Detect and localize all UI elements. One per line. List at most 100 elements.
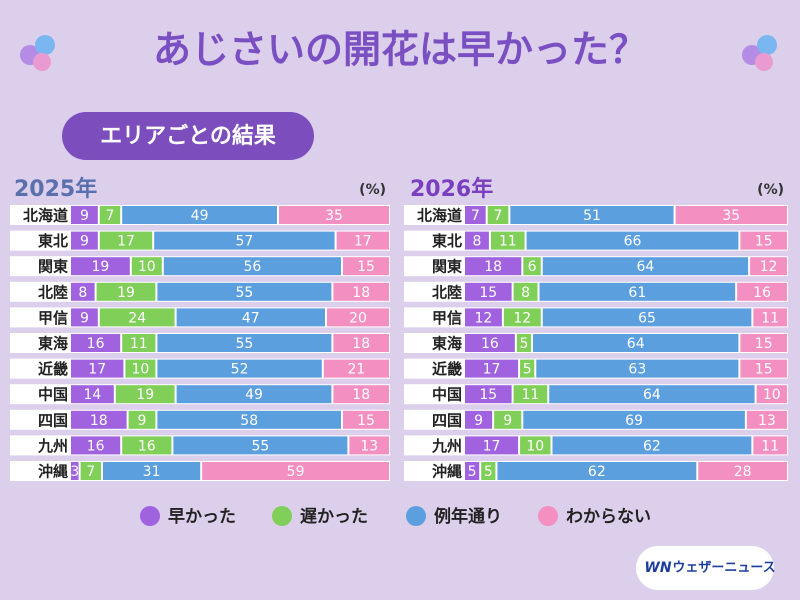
bar-segment: [71, 257, 130, 276]
value-label: 64: [637, 259, 655, 275]
bar-segment: 遅かった: [520, 359, 535, 378]
value-label: 11: [499, 234, 517, 250]
value-label: 14: [83, 387, 101, 403]
value-label: 31: [143, 464, 161, 480]
bar-segment: [122, 436, 172, 455]
value-label: 8: [78, 285, 87, 301]
value-label: 62: [643, 438, 661, 454]
value-label: 9: [80, 234, 89, 250]
bar-segment: [333, 282, 389, 301]
value-label: 19: [117, 285, 135, 301]
value-label: 7: [494, 208, 503, 224]
bar-segment: [327, 308, 389, 327]
value-label: 11: [761, 310, 779, 326]
value-label: 10: [138, 259, 156, 275]
bar-segment: わからない: [740, 231, 787, 250]
value-label: 58: [240, 413, 258, 429]
bar-segment: 遅かった: [513, 385, 548, 404]
value-label: 9: [474, 413, 483, 429]
page-title: あじさいの開花は早かった？: [153, 28, 647, 72]
value-label: 51: [583, 208, 601, 224]
value-label: 17: [483, 362, 501, 378]
bar-segment: [71, 231, 98, 250]
legend-swatch: [140, 506, 160, 526]
bar-segment: [115, 385, 175, 404]
bar-segment: [333, 334, 389, 352]
legend-label: 早かった: [168, 507, 236, 527]
bar-segment: [157, 282, 332, 301]
value-label: 5: [519, 336, 528, 352]
value-label: 18: [352, 387, 370, 403]
bar-segment: [122, 334, 156, 352]
logo-badge: [636, 546, 774, 590]
bar-segment: [80, 462, 101, 480]
bar-segment: わからない: [698, 462, 787, 480]
logo-mark: WN: [644, 560, 671, 576]
bar-segment: 例年通り: [536, 359, 739, 378]
bar-segment: [343, 257, 389, 276]
value-label: 15: [755, 234, 773, 250]
category-label: 四国: [38, 411, 68, 429]
value-label: 16: [87, 336, 105, 352]
bar-segment: 早かった: [465, 385, 512, 404]
bar-segment: [333, 385, 389, 404]
bar-segment: わからない: [675, 206, 787, 224]
value-label: 18: [352, 336, 370, 352]
value-label: 28: [734, 464, 752, 480]
bar-segment: わからない: [756, 385, 787, 404]
value-label: 17: [354, 234, 372, 250]
value-label: 47: [242, 310, 260, 326]
bar-segment: [154, 231, 335, 250]
value-label: 10: [131, 362, 149, 378]
value-label: 35: [722, 208, 740, 224]
value-label: 63: [628, 362, 646, 378]
bar-segment: [103, 462, 201, 480]
bar-segment: [71, 410, 127, 429]
bar-segment: [157, 359, 322, 378]
value-label: 9: [80, 310, 89, 326]
category-label: 北陸: [432, 283, 462, 301]
value-label: 19: [91, 259, 109, 275]
bar-segment: [71, 334, 121, 352]
category-label: 甲信: [38, 309, 68, 327]
chart-year: 2025年: [14, 176, 97, 202]
value-label: 16: [87, 438, 105, 454]
bar-segment: わからない: [746, 410, 787, 429]
bar-segment: 例年通り: [510, 206, 674, 224]
bar-segment: [99, 206, 121, 224]
category-label: 中国: [38, 386, 68, 404]
bar-segment: 早かった: [465, 257, 522, 276]
value-label: 35: [325, 208, 343, 224]
bar-segment: 遅かった: [481, 462, 496, 480]
value-label: 64: [627, 336, 645, 352]
category-label: 九州: [431, 437, 462, 455]
value-label: 12: [513, 310, 531, 326]
value-label: 3: [70, 464, 79, 480]
value-label: 18: [352, 285, 370, 301]
legend-swatch: [406, 506, 426, 526]
value-label: 52: [231, 362, 249, 378]
value-label: 15: [357, 413, 375, 429]
bar-segment: [125, 359, 156, 378]
value-label: 15: [755, 336, 773, 352]
value-label: 19: [136, 387, 154, 403]
bar-segment: [279, 206, 389, 224]
unit-label: (%): [757, 182, 784, 198]
bar-segment: 早かった: [465, 462, 480, 480]
value-label: 57: [235, 234, 253, 250]
value-label: 17: [88, 362, 106, 378]
bar-segment: 遅かった: [503, 308, 541, 327]
category-label: 北海道: [23, 207, 68, 225]
bar-segment: 例年通り: [549, 385, 755, 404]
value-label: 5: [468, 464, 477, 480]
value-label: 21: [347, 362, 365, 378]
bar-segment: [71, 436, 121, 455]
legend-label: 例年通り: [434, 506, 502, 527]
category-label: 東海: [38, 335, 68, 353]
value-label: 55: [251, 438, 269, 454]
category-label: 近畿: [38, 360, 68, 378]
value-label: 64: [643, 387, 661, 403]
value-label: 16: [481, 336, 499, 352]
value-label: 18: [484, 259, 502, 275]
